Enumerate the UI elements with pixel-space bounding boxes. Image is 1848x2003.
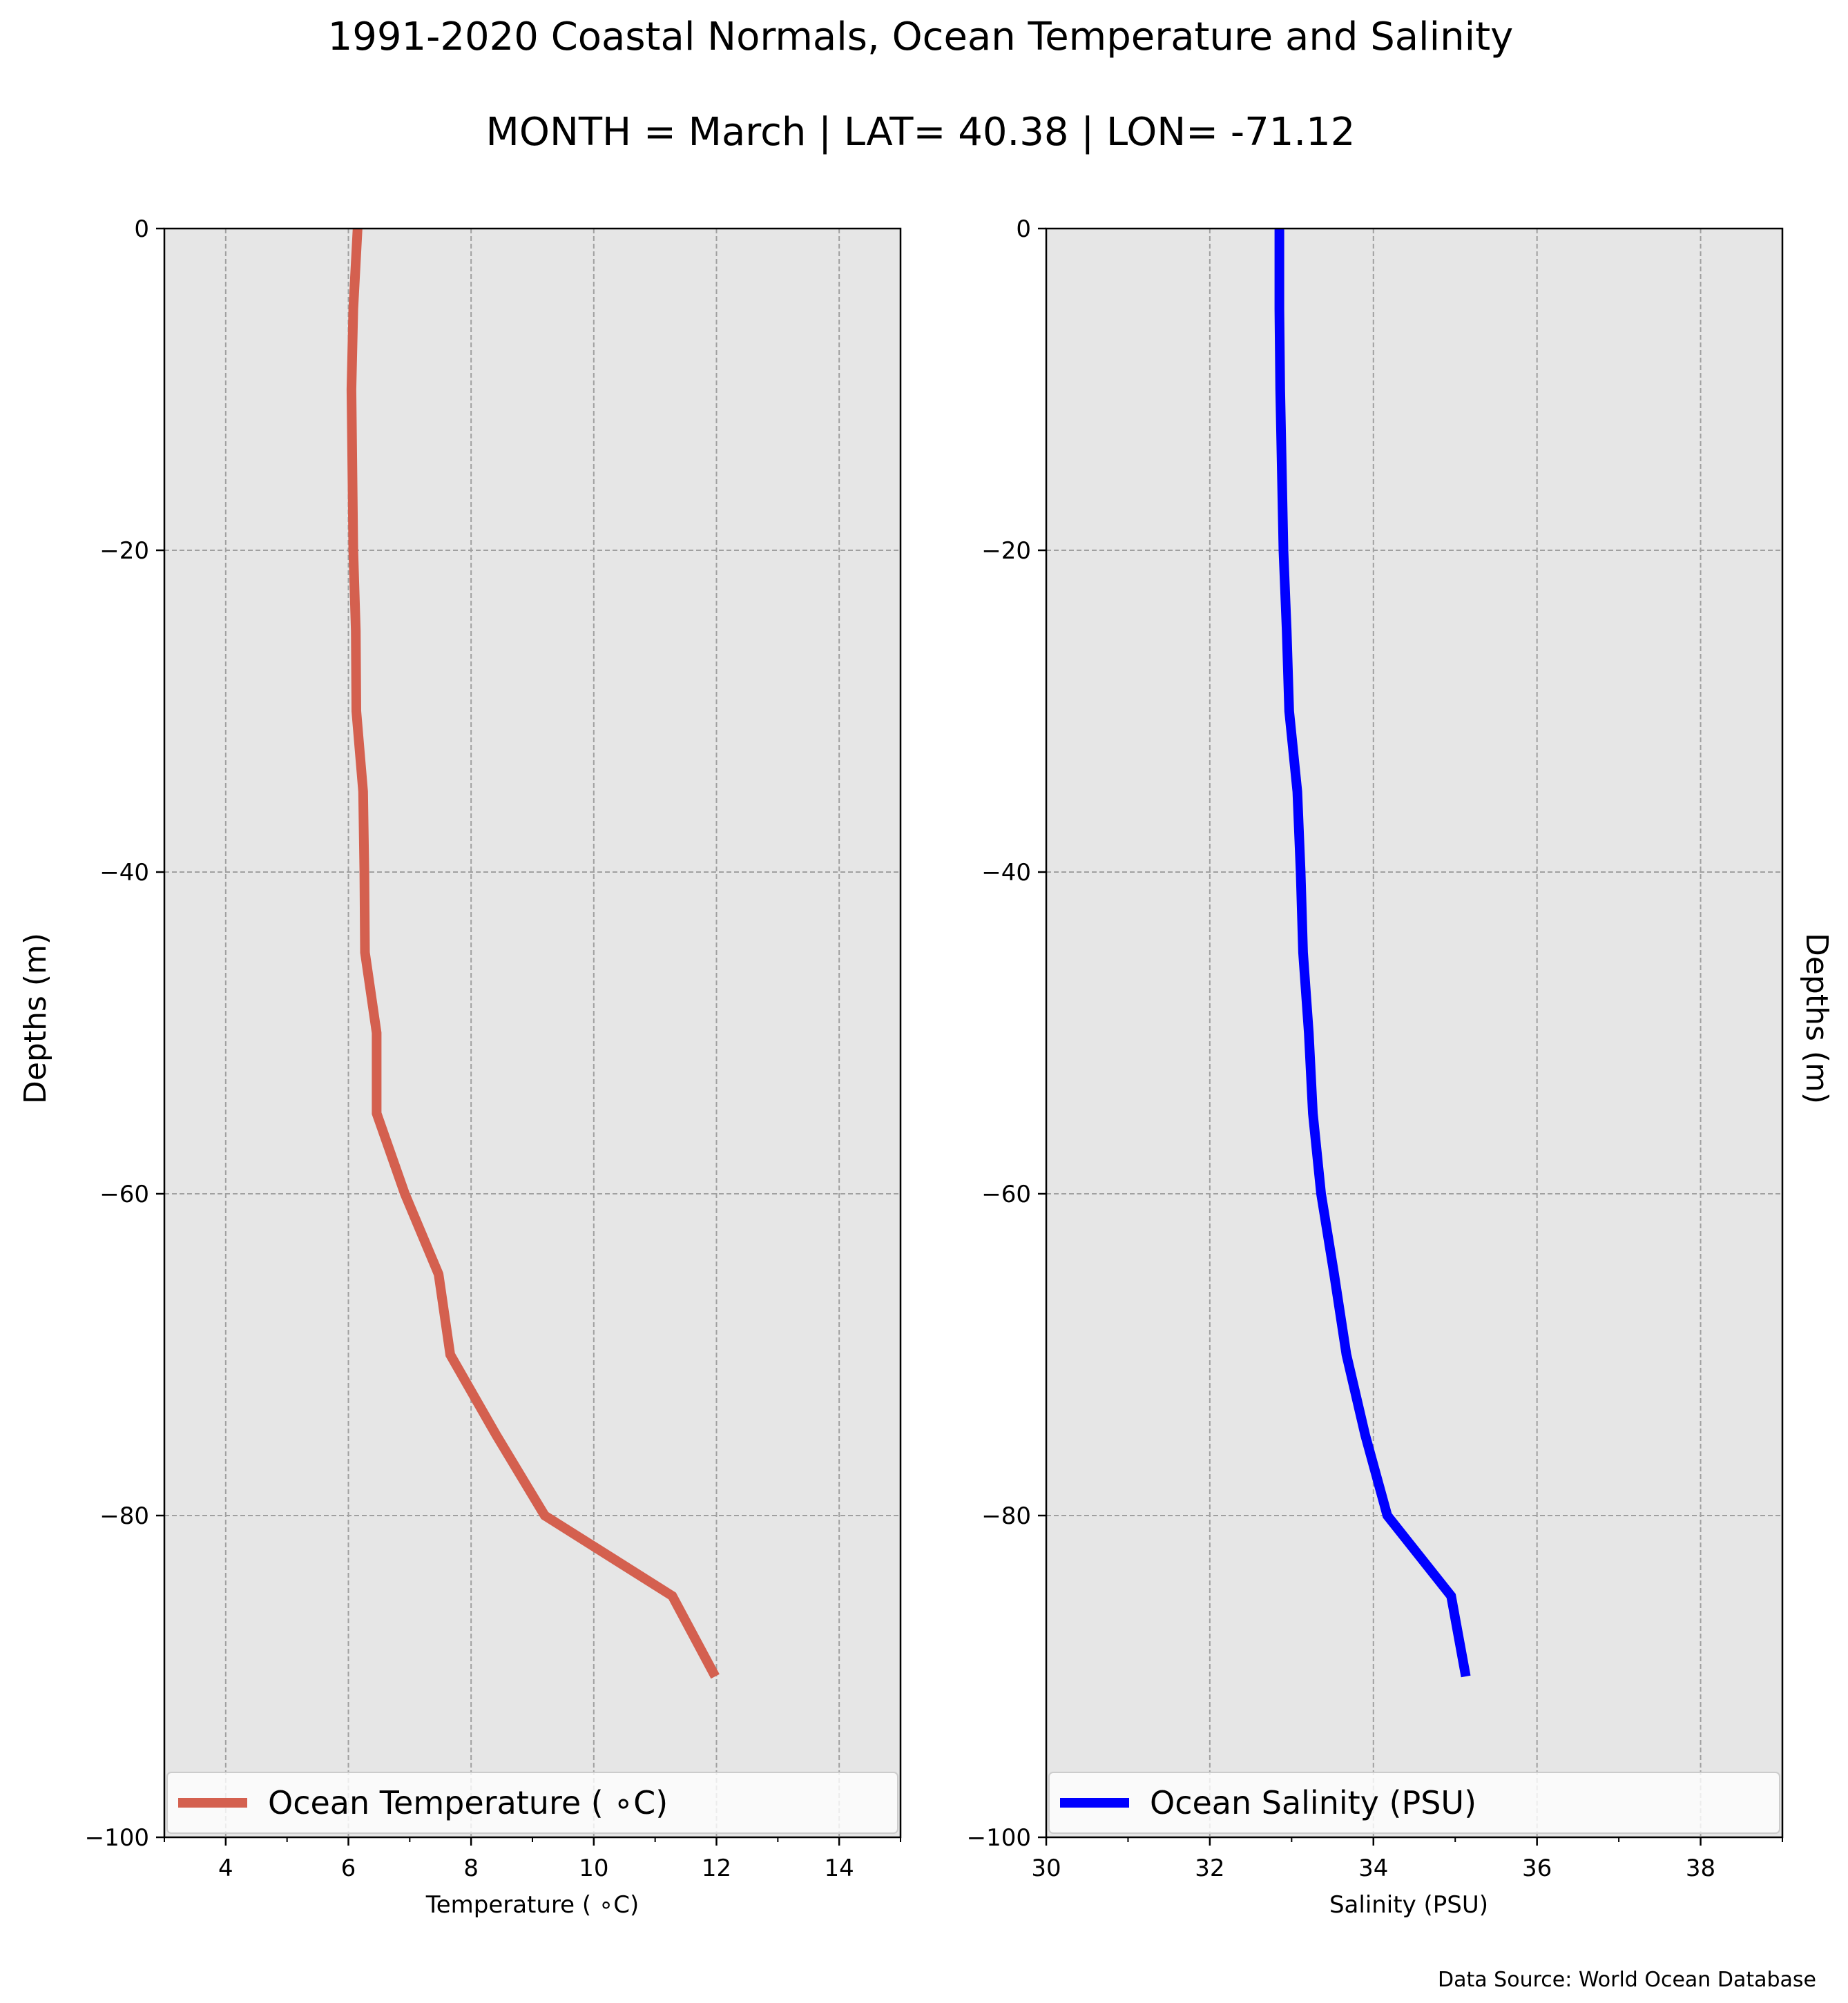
legend-label: Ocean Salinity (PSU): [1150, 1784, 1476, 1821]
legend-label: Ocean Temperature ( ∘C): [268, 1784, 668, 1821]
axes-frame: [1045, 227, 1784, 1839]
x-tick-label: 36: [1522, 1855, 1552, 1882]
x-tick-label: 38: [1686, 1855, 1715, 1882]
x-tick-label: 10: [579, 1855, 608, 1882]
series-line: [346, 228, 720, 1679]
right-y-axis-label: Depths (m): [1799, 933, 1834, 1104]
y-tick-label: −80: [99, 1502, 149, 1530]
y-tick-label: 0: [1016, 215, 1031, 243]
series-line: [1274, 229, 1471, 1678]
y-tick-label: −100: [85, 1824, 149, 1852]
plot-background: [1046, 229, 1782, 1837]
x-tick-label: 8: [463, 1855, 479, 1882]
chart-subtitle: MONTH = March | LAT= 40.38 | LON= -71.12: [486, 110, 1356, 155]
x-tick-label: 34: [1358, 1855, 1388, 1882]
y-tick-label: −80: [981, 1502, 1031, 1530]
plot-background: [164, 229, 901, 1837]
x-tick-label: 14: [825, 1855, 854, 1882]
left-y-axis-label: Depths (m): [18, 933, 53, 1104]
y-tick-label: −40: [99, 859, 149, 887]
temperature-panel: Ocean Temperature ( ∘C) 0 −20 −40 −60 −80 −100…: [85, 215, 902, 1882]
y-tick-label: −40: [981, 859, 1031, 887]
y-tick-label: −20: [99, 537, 149, 565]
chart-title: 1991-2020 Coastal Normals, Ocean Tempera…: [328, 14, 1514, 59]
y-tick-label: −60: [99, 1181, 149, 1208]
data-source-note: Data Source: World Ocean Database: [1438, 1968, 1816, 1992]
y-tick-label: −100: [967, 1824, 1031, 1852]
legend-box: [166, 1772, 898, 1834]
y-tick-label: 0: [134, 215, 149, 243]
y-tick-label: −60: [981, 1181, 1031, 1208]
x-tick-label: 30: [1031, 1855, 1061, 1882]
legend-box: [1048, 1772, 1780, 1834]
x-tick-label: 32: [1195, 1855, 1224, 1882]
x-tick-label: 6: [341, 1855, 356, 1882]
temperature-x-axis-label: Temperature ( ∘C): [425, 1891, 639, 1919]
x-tick-label: 4: [218, 1855, 233, 1882]
y-tick-label: −20: [981, 537, 1031, 565]
salinity-x-axis-label: Salinity (PSU): [1329, 1891, 1488, 1919]
x-tick-label: 12: [702, 1855, 731, 1882]
